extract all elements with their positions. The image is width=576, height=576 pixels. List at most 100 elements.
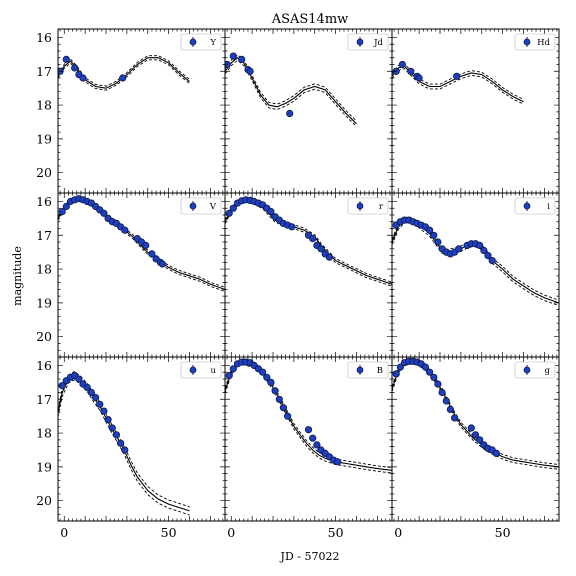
legend-label: g [545, 366, 551, 376]
panel-u-plot-area [58, 370, 190, 516]
data-point [434, 238, 442, 246]
legend-box [180, 361, 222, 379]
legend-label: u [211, 366, 217, 376]
x-tick-label: 50 [161, 525, 177, 540]
x-tick-label: 0 [394, 525, 402, 540]
legend-marker [356, 366, 364, 374]
panel-v: 16 17 18 19 20 V [36, 192, 226, 358]
panel-frame [391, 356, 560, 522]
data-point [271, 387, 279, 395]
data-point [309, 235, 317, 243]
panel-i-plot-area [392, 216, 559, 307]
data-point [434, 380, 442, 388]
legend-label: Y [209, 38, 216, 48]
data-point [62, 55, 70, 64]
panel-frame [224, 356, 393, 522]
data-point [121, 226, 129, 234]
data-point [455, 245, 463, 253]
panel-y-plot-area [58, 55, 190, 91]
data-point [225, 371, 233, 380]
y-tick-label: 20 [36, 493, 52, 508]
legend-box [514, 361, 556, 379]
legend-marker [356, 202, 364, 210]
data-point [258, 368, 267, 376]
data-point [96, 400, 104, 408]
y-tick-label: 20 [36, 329, 52, 344]
tick-marks [225, 193, 392, 357]
data-point [392, 370, 400, 378]
y-tick-label: 19 [36, 459, 52, 474]
tick-marks [225, 29, 392, 193]
data-point [108, 424, 116, 432]
data-point [121, 446, 129, 454]
y-tick-label: 19 [36, 131, 52, 146]
legend-label: V [209, 202, 217, 212]
panel-g-plot-area [392, 357, 559, 470]
panel-frame [57, 192, 226, 358]
data-point [62, 202, 70, 211]
legend-label: r [379, 202, 384, 212]
tick-marks [225, 357, 392, 521]
legend-label: Hd [537, 38, 550, 48]
data-point [225, 60, 231, 69]
data-point [58, 208, 66, 216]
data-point [425, 368, 434, 376]
model-upper-bound [392, 216, 559, 301]
data-point [334, 458, 342, 466]
data-point [87, 388, 96, 397]
panel-g: 0 50 g [391, 356, 560, 540]
tick-marks [58, 29, 225, 193]
panel-frame [224, 192, 393, 358]
data-point [92, 393, 100, 402]
data-point [79, 74, 87, 82]
y-tick-label: 16 [36, 30, 52, 45]
data-point [275, 395, 283, 403]
data-point [442, 397, 450, 405]
y-axis-label: magnitude [11, 246, 24, 306]
data-point [83, 383, 91, 391]
y-tick-label: 19 [36, 295, 52, 310]
data-point [75, 375, 83, 383]
data-point [158, 260, 166, 268]
tick-marks [392, 193, 559, 357]
panel-r-plot-area [225, 196, 392, 287]
panel-u: 16 17 18 19 20 0 50 u [36, 356, 226, 540]
data-point [325, 253, 333, 261]
data-point [117, 439, 125, 447]
data-point [225, 209, 233, 217]
model-lower-bound [58, 59, 190, 91]
x-axis-label: JD - 57022 [280, 550, 340, 563]
model-upper-bound [392, 63, 524, 100]
x-tick-label: 50 [495, 525, 511, 540]
model-upper-bound [58, 370, 190, 508]
y-tick-label: 20 [36, 165, 52, 180]
y-tick-label: 16 [36, 358, 52, 373]
data-point [288, 223, 296, 231]
x-tick-label: 0 [60, 525, 68, 540]
data-point [267, 208, 275, 216]
data-point [480, 246, 488, 255]
data-point [283, 412, 292, 420]
data-point [488, 256, 496, 265]
y-tick-label: 18 [36, 262, 52, 277]
data-point [304, 426, 313, 434]
data-point [238, 55, 246, 64]
y-tick-label: 18 [36, 426, 52, 441]
data-point [415, 74, 423, 82]
model-line [58, 57, 190, 89]
panel-jd-plot-area [225, 52, 357, 127]
x-tick-label: 50 [328, 525, 344, 540]
data-point [279, 404, 287, 412]
panel-hd-plot-area [392, 60, 524, 105]
legend-label: Jd [373, 38, 383, 48]
y-tick-label: 17 [36, 392, 52, 407]
data-point [476, 241, 484, 249]
panel-grid: 16 17 18 19 20 Y Jd Hd 16 17 18 19 20 V r i 16 17 18 19 20 0 5… [36, 28, 560, 540]
data-point [467, 424, 475, 432]
model-line [392, 219, 559, 304]
panel-jd: Jd [224, 28, 393, 194]
data-point [229, 365, 237, 373]
model-lower-bound [225, 59, 357, 127]
data-point [430, 231, 438, 239]
panel-i: i [391, 192, 560, 358]
